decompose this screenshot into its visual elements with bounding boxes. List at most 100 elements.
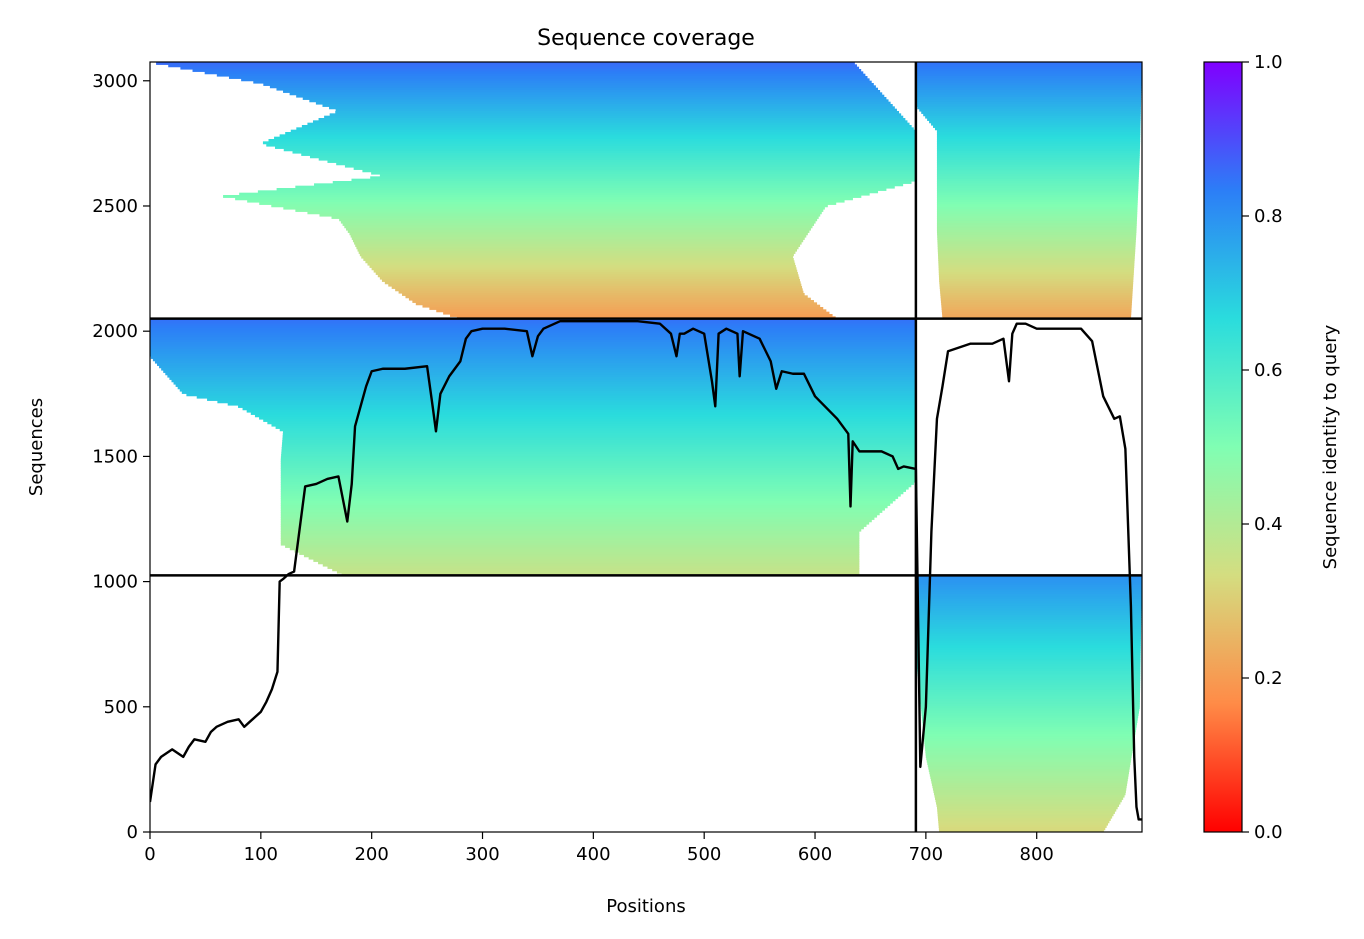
coverage-band (196, 395, 916, 399)
coverage-band (915, 605, 1142, 609)
coverage-band (150, 325, 916, 329)
x-tick-label: 0 (144, 844, 155, 865)
coverage-band (936, 199, 1138, 203)
y-tick-label: 3000 (92, 71, 138, 92)
coverage-band (933, 790, 1126, 793)
coverage-band (915, 650, 1141, 653)
coverage-band (938, 274, 1134, 278)
coverage-band (283, 148, 916, 152)
coverage-band (915, 66, 1142, 70)
coverage-band (932, 785, 1127, 789)
coverage-band (915, 596, 1142, 600)
coverage-band (370, 176, 916, 180)
coverage-band (937, 251, 1136, 254)
coverage-band (915, 575, 1142, 579)
coverage-band (242, 407, 916, 411)
coverage-band (280, 526, 864, 530)
coverage-band (150, 344, 916, 348)
x-tick-label: 800 (1020, 844, 1054, 865)
coverage-band (936, 146, 1140, 149)
coverage-band (936, 143, 1141, 147)
coverage-band (301, 125, 912, 128)
plot-area (150, 62, 1142, 832)
coverage-band (916, 657, 1141, 660)
coverage-band (314, 183, 904, 187)
coverage-band (917, 675, 1141, 679)
coverage-band (928, 769, 1130, 772)
coverage-band (915, 629, 1142, 632)
colorbar-tick-label: 0.8 (1254, 206, 1283, 227)
coverage-band (150, 332, 916, 336)
coverage-band (271, 204, 828, 208)
coverage-band (280, 461, 916, 464)
coverage-band (927, 762, 1131, 765)
coverage-band (935, 799, 1122, 803)
coverage-band (280, 538, 860, 541)
coverage-band (150, 328, 916, 331)
coverage-band (921, 708, 1140, 712)
coverage-band (259, 202, 837, 205)
coverage-band (918, 682, 1141, 686)
coverage-band (346, 227, 811, 231)
coverage-band (922, 720, 1138, 723)
coverage-heatmap (150, 62, 1142, 832)
coverage-band (239, 192, 870, 196)
coverage-band (922, 724, 1137, 728)
coverage-band (918, 685, 1141, 688)
coverage-band (282, 442, 916, 446)
coverage-band (302, 97, 887, 100)
coverage-band (915, 624, 1142, 628)
coverage-band (941, 311, 1132, 315)
coverage-band (936, 171, 1140, 175)
coverage-band (227, 402, 916, 406)
coverage-band (171, 379, 916, 383)
colorbar-tick-label: 1.0 (1254, 52, 1283, 73)
coverage-band (322, 563, 860, 567)
coverage-band (150, 339, 916, 343)
coverage-band (921, 713, 1139, 716)
coverage-band (922, 717, 1138, 721)
coverage-band (936, 213, 1138, 217)
coverage-band (280, 519, 872, 523)
y-axis: 0 500 1000 1500 2000 2500 3000 (92, 71, 150, 843)
coverage-band (357, 248, 797, 252)
coverage-band (150, 346, 916, 350)
coverage-band (377, 274, 799, 278)
coverage-band (294, 549, 860, 553)
coverage-band (358, 251, 796, 254)
coverage-band (318, 157, 916, 161)
coverage-band (915, 99, 1142, 103)
coverage-band (936, 178, 1139, 182)
coverage-band (938, 265, 1135, 268)
coverage-band (937, 239, 1136, 243)
coverage-band (280, 540, 860, 544)
coverage-band (930, 776, 1129, 779)
coverage-band (936, 225, 1137, 229)
x-tick-label: 100 (244, 844, 278, 865)
coverage-band (915, 619, 1142, 623)
coverage-band (327, 160, 916, 163)
coverage-band (917, 106, 1141, 110)
colorbar-gradient (1203, 61, 1243, 833)
coverage-band (940, 295, 1133, 299)
coverage-band (942, 314, 1132, 317)
coverage-band (915, 582, 1142, 586)
coverage-band (915, 87, 1142, 91)
coverage-band (371, 171, 916, 175)
coverage-band (936, 134, 1141, 138)
coverage-band (916, 666, 1141, 670)
coverage-band (307, 211, 822, 215)
coverage-block-chain-B-paired (915, 62, 1142, 320)
coverage-band (150, 337, 916, 341)
coverage-band (936, 129, 1141, 133)
coverage-band (373, 269, 798, 273)
coverage-band (279, 428, 916, 432)
coverage-band (150, 335, 916, 338)
coverage-band (152, 358, 916, 362)
coverage-band (335, 108, 897, 112)
coverage-band (936, 136, 1141, 140)
coverage-band (936, 202, 1138, 205)
coverage-band (329, 106, 895, 110)
coverage-band (915, 615, 1142, 618)
